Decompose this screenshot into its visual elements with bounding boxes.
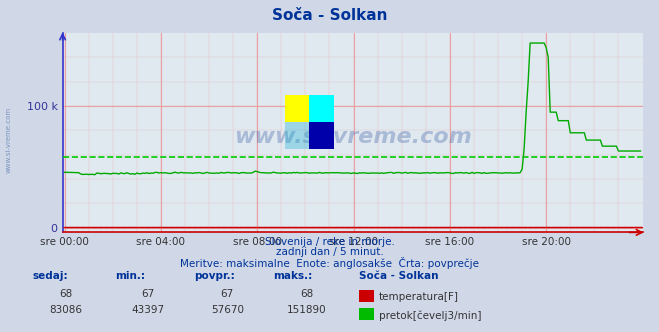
Text: Soča - Solkan: Soča - Solkan: [359, 271, 439, 281]
Bar: [285, 122, 310, 149]
Bar: [285, 95, 310, 122]
Text: min.:: min.:: [115, 271, 146, 281]
Text: 57670: 57670: [211, 305, 244, 315]
Text: Meritve: maksimalne  Enote: anglosakše  Črta: povprečje: Meritve: maksimalne Enote: anglosakše Čr…: [180, 257, 479, 269]
Text: zadnji dan / 5 minut.: zadnji dan / 5 minut.: [275, 247, 384, 257]
Text: povpr.:: povpr.:: [194, 271, 235, 281]
Text: 83086: 83086: [49, 305, 82, 315]
Bar: [310, 122, 333, 149]
Text: 67: 67: [221, 289, 234, 299]
Text: sedaj:: sedaj:: [33, 271, 69, 281]
Text: www.si-vreme.com: www.si-vreme.com: [234, 127, 471, 147]
Text: Slovenija / reke in morje.: Slovenija / reke in morje.: [264, 237, 395, 247]
Text: 68: 68: [300, 289, 313, 299]
Text: pretok[čevelj3/min]: pretok[čevelj3/min]: [379, 310, 482, 321]
Text: www.si-vreme.com: www.si-vreme.com: [5, 106, 12, 173]
Bar: [310, 95, 333, 122]
Text: 43397: 43397: [132, 305, 165, 315]
Text: maks.:: maks.:: [273, 271, 313, 281]
Text: temperatura[F]: temperatura[F]: [379, 292, 459, 302]
Text: 67: 67: [142, 289, 155, 299]
Text: 68: 68: [59, 289, 72, 299]
Text: 151890: 151890: [287, 305, 326, 315]
Text: Soča - Solkan: Soča - Solkan: [272, 8, 387, 23]
